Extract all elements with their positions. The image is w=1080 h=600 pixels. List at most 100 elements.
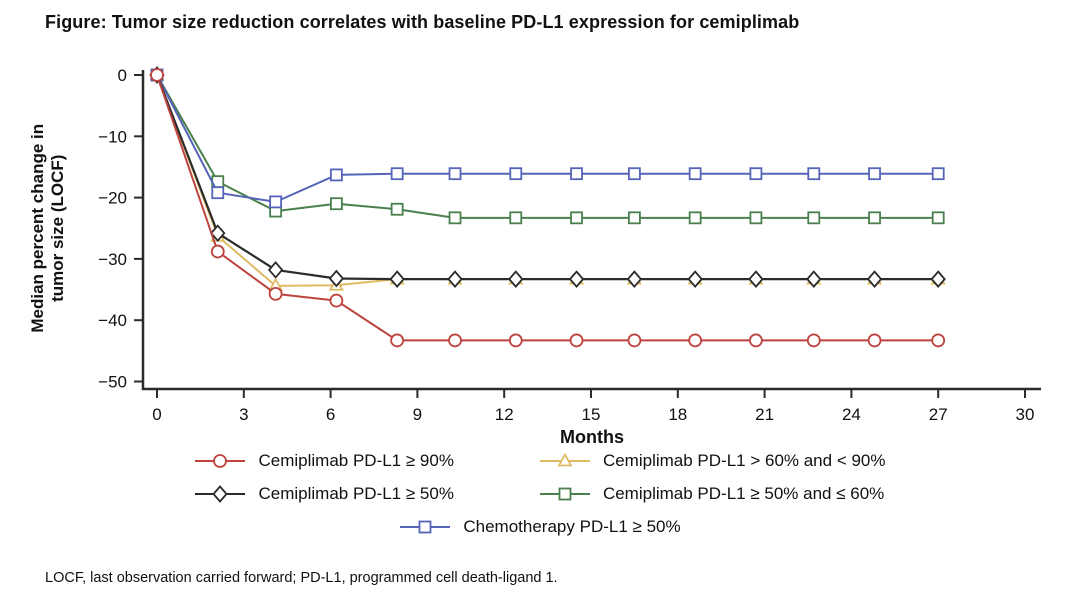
x-tick-label: 12 — [495, 405, 514, 424]
circle-marker — [213, 454, 228, 468]
diamond-marker — [806, 270, 822, 289]
legend-item: Chemotherapy PD-L1 ≥ 50% — [399, 517, 681, 537]
y-tick-label: −20 — [98, 189, 127, 208]
square-marker — [509, 167, 523, 181]
square-marker — [807, 167, 821, 181]
diamond-marker — [568, 270, 585, 289]
abbreviations-footnote: LOCF, last observation carried forward; … — [45, 570, 558, 586]
circle-marker — [150, 68, 164, 82]
x-tick-label: 27 — [929, 405, 948, 424]
circle-marker — [627, 333, 642, 348]
series-line-1 — [156, 74, 939, 287]
square-marker — [211, 186, 225, 200]
legend-marker-icon — [539, 487, 590, 501]
diamond-marker — [328, 269, 345, 288]
square-marker — [628, 211, 641, 225]
square-marker — [868, 167, 881, 181]
legend-label: Cemiplimab PD-L1 > 60% and < 90% — [602, 451, 886, 470]
legend-item: Cemiplimab PD-L1 ≥ 50% — [194, 484, 454, 504]
figure-title: Figure: Tumor size reduction correlates … — [45, 12, 800, 32]
legend-marker-icon — [400, 520, 451, 534]
square-marker — [749, 167, 763, 181]
square-marker — [448, 167, 462, 181]
square-marker — [329, 197, 343, 211]
diamond-marker — [626, 270, 643, 289]
y-tick-label: 0 — [118, 66, 127, 85]
y-tick-label: −30 — [98, 250, 127, 269]
legend-label: Cemiplimab PD-L1 ≥ 90% — [258, 451, 454, 470]
series-line-3 — [156, 74, 939, 219]
square-marker — [329, 168, 343, 182]
axis-line — [141, 70, 1041, 391]
square-marker — [931, 167, 945, 181]
square-marker — [558, 487, 572, 501]
y-tick-label: −40 — [98, 311, 127, 330]
circle-marker — [448, 333, 462, 348]
x-tick-label: 24 — [842, 405, 861, 424]
square-marker — [509, 211, 523, 225]
legend-label: Cemiplimab PD-L1 ≥ 50% — [258, 484, 454, 503]
legend-marker-icon — [195, 454, 246, 468]
square-marker — [688, 211, 702, 225]
series-line-0 — [156, 74, 939, 342]
square-marker — [570, 167, 583, 181]
circle-marker — [749, 333, 763, 348]
diamond-marker — [748, 270, 764, 289]
x-tick-label: 3 — [239, 405, 248, 424]
y-tick-label: −10 — [98, 127, 127, 146]
circle-marker — [390, 333, 405, 348]
diamond-marker — [930, 270, 946, 289]
x-tick-label: 9 — [413, 405, 422, 424]
square-marker — [390, 167, 404, 181]
x-axis-label: Months — [560, 427, 624, 447]
x-tick-label: 15 — [582, 405, 601, 424]
legend-label: Cemiplimab PD-L1 ≥ 50% and ≤ 60% — [602, 484, 885, 503]
square-marker — [628, 167, 641, 181]
circle-marker — [688, 333, 703, 348]
y-tick-label: −50 — [98, 373, 127, 392]
x-tick-label: 0 — [152, 405, 161, 424]
legend-marker-icon — [539, 452, 590, 467]
diamond-marker — [212, 485, 229, 503]
x-tick-label: 6 — [326, 405, 335, 424]
chart-legend: Cemiplimab PD-L1 ≥ 90% Cemiplimab PD-L1 >… — [0, 451, 1080, 537]
circle-marker — [508, 333, 523, 348]
diamond-marker — [687, 270, 703, 289]
square-marker — [688, 167, 702, 181]
legend-item: Cemiplimab PD-L1 ≥ 50% and ≤ 60% — [539, 484, 886, 504]
circle-marker — [806, 333, 821, 348]
square-marker — [448, 211, 462, 225]
square-marker — [418, 520, 432, 534]
square-marker — [749, 211, 763, 225]
diamond-marker — [866, 270, 883, 289]
triangle-marker — [557, 452, 573, 467]
legend-label: Chemotherapy PD-L1 ≥ 50% — [463, 517, 681, 536]
diamond-marker — [267, 261, 284, 279]
square-marker — [390, 202, 404, 216]
series-line-2 — [155, 74, 939, 281]
x-tick-label: 18 — [668, 405, 687, 424]
circle-marker — [329, 293, 344, 308]
x-tick-label: 30 — [1016, 405, 1035, 424]
square-marker — [868, 211, 881, 225]
diamond-marker — [210, 224, 226, 243]
x-tick-label: 21 — [755, 405, 774, 424]
circle-marker — [210, 244, 225, 259]
circle-marker — [867, 333, 882, 348]
legend-marker-icon — [195, 485, 246, 503]
circle-marker — [268, 286, 283, 301]
square-marker — [807, 211, 821, 225]
diamond-marker — [389, 270, 405, 289]
square-marker — [269, 195, 283, 209]
square-marker — [931, 211, 945, 225]
series-line-4 — [156, 74, 939, 203]
circle-marker — [569, 333, 584, 348]
diamond-marker — [508, 270, 524, 289]
square-marker — [570, 211, 583, 225]
circle-marker — [931, 333, 946, 348]
legend-item: Cemiplimab PD-L1 ≥ 90% — [194, 451, 454, 471]
legend-item: Cemiplimab PD-L1 > 60% and < 90% — [539, 451, 886, 471]
y-axis-label: Median percent change intumor size (LOCF… — [28, 124, 67, 333]
